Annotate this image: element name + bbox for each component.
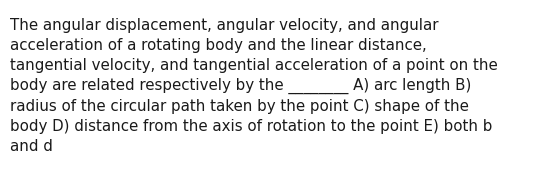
Text: The angular displacement, angular velocity, and angular
acceleration of a rotati: The angular displacement, angular veloci… bbox=[10, 18, 498, 155]
